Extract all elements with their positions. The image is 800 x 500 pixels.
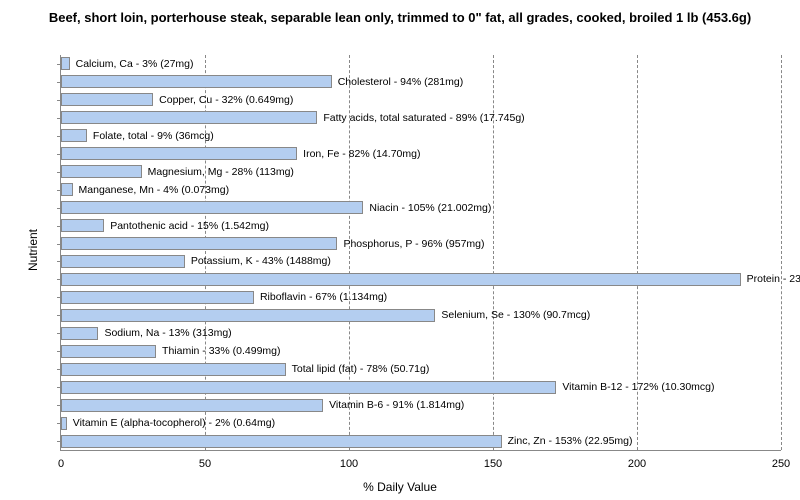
bar-row: Manganese, Mn - 4% (0.073mg) xyxy=(61,183,781,196)
bar-label: Calcium, Ca - 3% (27mg) xyxy=(76,59,194,70)
nutrient-bar xyxy=(61,111,317,124)
nutrient-bar xyxy=(61,93,153,106)
nutrient-bar xyxy=(61,417,67,430)
nutrient-bar xyxy=(61,381,556,394)
bar-label: Copper, Cu - 32% (0.649mg) xyxy=(159,95,293,106)
bar-label: Niacin - 105% (21.002mg) xyxy=(369,202,491,213)
nutrient-bar xyxy=(61,399,323,412)
bar-label: Magnesium, Mg - 28% (113mg) xyxy=(148,166,294,177)
bar-row: Vitamin B-6 - 91% (1.814mg) xyxy=(61,399,781,412)
nutrient-bar xyxy=(61,345,156,358)
nutrient-bar xyxy=(61,291,254,304)
nutrient-bar xyxy=(61,273,741,286)
bar-row: Potassium, K - 43% (1488mg) xyxy=(61,255,781,268)
x-tick-label: 50 xyxy=(199,458,211,470)
bar-label: Cholesterol - 94% (281mg) xyxy=(338,77,463,88)
bar-label: Selenium, Se - 130% (90.7mcg) xyxy=(441,310,590,321)
x-tick-label: 0 xyxy=(58,458,64,470)
bar-row: Sodium, Na - 13% (313mg) xyxy=(61,327,781,340)
nutrient-bar xyxy=(61,201,363,214)
bar-row: Protein - 236% (118.25g) xyxy=(61,273,781,286)
nutrient-bar xyxy=(61,165,142,178)
bar-label: Vitamin B-6 - 91% (1.814mg) xyxy=(329,400,464,411)
x-tick-label: 150 xyxy=(484,458,502,470)
bar-row: Riboflavin - 67% (1.134mg) xyxy=(61,291,781,304)
nutrient-bar xyxy=(61,219,104,232)
bar-row: Calcium, Ca - 3% (27mg) xyxy=(61,57,781,70)
x-tick-label: 200 xyxy=(628,458,646,470)
bar-row: Vitamin E (alpha-tocopherol) - 2% (0.64m… xyxy=(61,417,781,430)
bar-row: Magnesium, Mg - 28% (113mg) xyxy=(61,165,781,178)
x-axis-label: % Daily Value xyxy=(363,480,437,494)
bar-label: Vitamin E (alpha-tocopherol) - 2% (0.64m… xyxy=(73,418,275,429)
bar-row: Phosphorus, P - 96% (957mg) xyxy=(61,237,781,250)
y-axis-label: Nutrient xyxy=(26,229,40,271)
nutrient-bar xyxy=(61,237,337,250)
bar-label: Protein - 236% (118.25g) xyxy=(747,274,800,285)
bar-row: Folate, total - 9% (36mcg) xyxy=(61,129,781,142)
plot-area: 050100150200250Calcium, Ca - 3% (27mg)Ch… xyxy=(60,55,781,451)
x-tick-label: 100 xyxy=(340,458,358,470)
gridline xyxy=(781,55,782,450)
x-tick-label: 250 xyxy=(772,458,790,470)
bar-row: Vitamin B-12 - 172% (10.30mcg) xyxy=(61,381,781,394)
nutrient-bar xyxy=(61,435,502,448)
nutrient-bar xyxy=(61,309,435,322)
bar-label: Total lipid (fat) - 78% (50.71g) xyxy=(292,364,430,375)
bar-label: Sodium, Na - 13% (313mg) xyxy=(104,328,231,339)
bar-label: Vitamin B-12 - 172% (10.30mcg) xyxy=(562,382,714,393)
bar-row: Copper, Cu - 32% (0.649mg) xyxy=(61,93,781,106)
nutrient-bar xyxy=(61,327,98,340)
nutrient-bar xyxy=(61,75,332,88)
bar-label: Zinc, Zn - 153% (22.95mg) xyxy=(508,436,633,447)
bar-label: Phosphorus, P - 96% (957mg) xyxy=(343,238,484,249)
bar-row: Zinc, Zn - 153% (22.95mg) xyxy=(61,435,781,448)
nutrient-bar xyxy=(61,57,70,70)
bar-row: Thiamin - 33% (0.499mg) xyxy=(61,345,781,358)
bar-row: Fatty acids, total saturated - 89% (17.7… xyxy=(61,111,781,124)
bar-label: Thiamin - 33% (0.499mg) xyxy=(162,346,280,357)
nutrient-bar xyxy=(61,147,297,160)
bar-row: Iron, Fe - 82% (14.70mg) xyxy=(61,147,781,160)
chart-title: Beef, short loin, porterhouse steak, sep… xyxy=(0,0,800,30)
bar-label: Iron, Fe - 82% (14.70mg) xyxy=(303,149,420,160)
nutrient-chart: Beef, short loin, porterhouse steak, sep… xyxy=(0,0,800,500)
nutrient-bar xyxy=(61,129,87,142)
bar-row: Cholesterol - 94% (281mg) xyxy=(61,75,781,88)
bar-label: Fatty acids, total saturated - 89% (17.7… xyxy=(323,113,524,124)
bar-label: Folate, total - 9% (36mcg) xyxy=(93,131,214,142)
bar-label: Potassium, K - 43% (1488mg) xyxy=(191,256,331,267)
bar-row: Pantothenic acid - 15% (1.542mg) xyxy=(61,219,781,232)
bar-row: Niacin - 105% (21.002mg) xyxy=(61,201,781,214)
bar-row: Total lipid (fat) - 78% (50.71g) xyxy=(61,363,781,376)
bar-row: Selenium, Se - 130% (90.7mcg) xyxy=(61,309,781,322)
bar-label: Riboflavin - 67% (1.134mg) xyxy=(260,292,387,303)
bar-label: Pantothenic acid - 15% (1.542mg) xyxy=(110,220,269,231)
bar-label: Manganese, Mn - 4% (0.073mg) xyxy=(79,184,230,195)
nutrient-bar xyxy=(61,363,286,376)
nutrient-bar xyxy=(61,255,185,268)
nutrient-bar xyxy=(61,183,73,196)
